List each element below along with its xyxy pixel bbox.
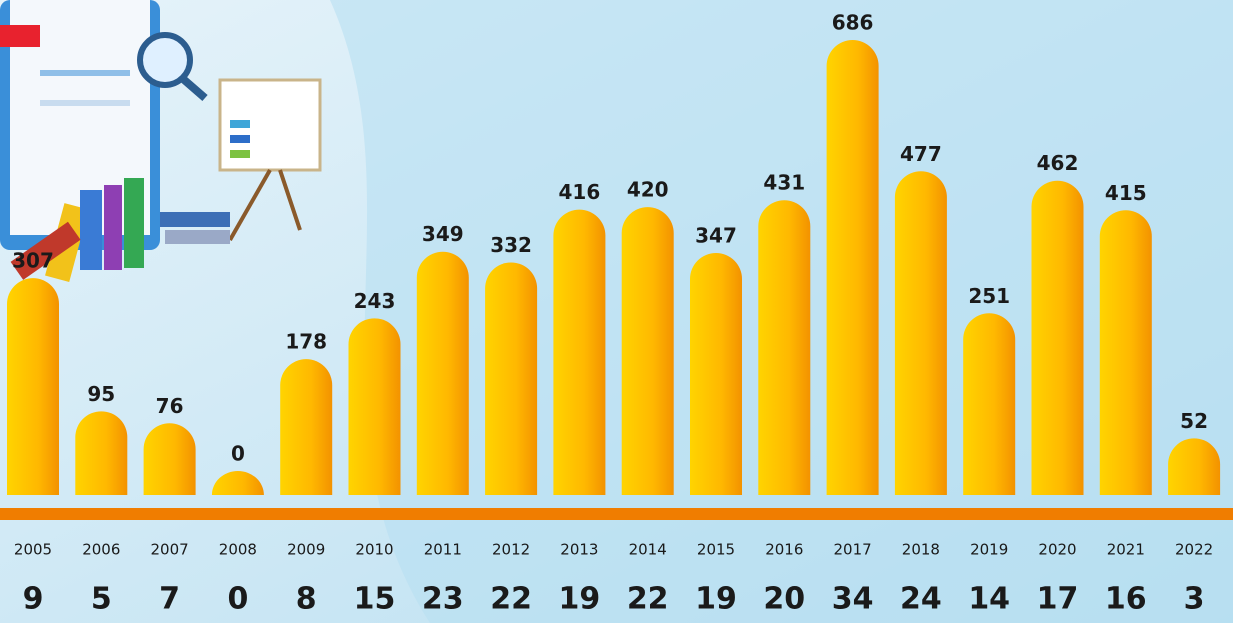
secondary-value: 17 [1037, 582, 1079, 617]
bar [1100, 210, 1152, 495]
x-tick-label: 2020 [1038, 541, 1076, 559]
secondary-value: 9 [23, 582, 44, 617]
value-label: 686 [832, 11, 874, 35]
value-label: 52 [1180, 409, 1208, 433]
secondary-value: 16 [1105, 582, 1147, 617]
value-label: 0 [231, 442, 245, 466]
x-tick-label: 2012 [492, 541, 530, 559]
x-tick-label: 2008 [219, 541, 257, 559]
x-tick-label: 2021 [1107, 541, 1145, 559]
bar [1032, 181, 1084, 495]
x-tick-label: 2019 [970, 541, 1008, 559]
bar [553, 210, 605, 495]
secondary-value: 14 [968, 582, 1010, 617]
secondary-value: 20 [763, 582, 805, 617]
secondary-value: 15 [354, 582, 396, 617]
secondary-value: 34 [832, 582, 874, 617]
secondary-value: 22 [490, 582, 532, 617]
bar [144, 423, 196, 495]
bar [349, 318, 401, 495]
secondary-value: 23 [422, 582, 464, 617]
value-label: 477 [900, 142, 942, 166]
value-label: 178 [285, 330, 327, 354]
x-tick-label: 2006 [82, 541, 120, 559]
secondary-value: 19 [559, 582, 601, 617]
bar [280, 359, 332, 495]
bar [622, 207, 674, 495]
x-tick-label: 2005 [14, 541, 52, 559]
x-tick-label: 2010 [355, 541, 393, 559]
x-tick-label: 2007 [151, 541, 189, 559]
secondary-value: 5 [91, 582, 112, 617]
value-label: 415 [1105, 181, 1147, 205]
bar [963, 313, 1015, 495]
value-label: 76 [156, 394, 184, 418]
x-tick-label: 2009 [287, 541, 325, 559]
bar [7, 278, 59, 495]
x-tick-label: 2022 [1175, 541, 1213, 559]
value-label: 251 [968, 284, 1010, 308]
value-label: 332 [490, 233, 532, 257]
bar [690, 253, 742, 495]
secondary-value: 7 [159, 582, 180, 617]
secondary-value: 0 [227, 582, 248, 617]
x-tick-label: 2018 [902, 541, 940, 559]
secondary-value: 8 [296, 582, 317, 617]
bar [758, 200, 810, 495]
x-tick-label: 2017 [834, 541, 872, 559]
value-label: 95 [87, 382, 115, 406]
x-tick-label: 2013 [560, 541, 598, 559]
value-label: 243 [354, 289, 396, 313]
value-label: 462 [1037, 151, 1079, 175]
bar [485, 262, 537, 495]
x-tick-label: 2014 [629, 541, 667, 559]
secondary-value: 24 [900, 582, 942, 617]
bar [1168, 438, 1220, 495]
secondary-value: 3 [1184, 582, 1205, 617]
value-label: 349 [422, 222, 464, 246]
x-tick-label: 2011 [424, 541, 462, 559]
value-label: 307 [12, 249, 54, 273]
x-tick-label: 2016 [765, 541, 803, 559]
bar [895, 171, 947, 495]
bar [75, 411, 127, 495]
value-label: 347 [695, 223, 737, 247]
value-label: 416 [559, 180, 601, 204]
secondary-value: 19 [695, 582, 737, 617]
bar [417, 252, 469, 495]
secondary-value: 22 [627, 582, 669, 617]
value-label: 431 [763, 171, 805, 195]
baseline [0, 508, 1233, 520]
value-label: 420 [627, 178, 669, 202]
chart: 3072005995200657620077020080178200982432… [0, 0, 1233, 623]
x-tick-label: 2015 [697, 541, 735, 559]
bar [827, 40, 879, 495]
